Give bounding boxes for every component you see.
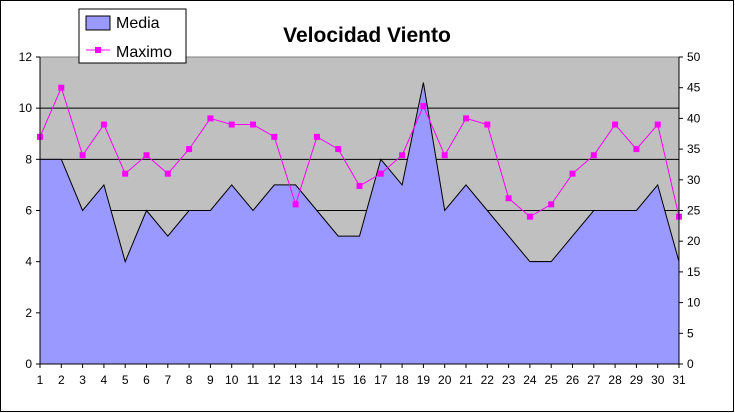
left-tick-label-8: 8 [25, 152, 32, 166]
maximo-marker-15 [335, 146, 342, 153]
right-tick-label-45: 45 [687, 81, 701, 95]
x-tick-label-19: 19 [417, 373, 431, 387]
maximo-marker-11 [250, 121, 256, 128]
right-tick-label-50: 50 [687, 50, 701, 64]
right-tick-label-10: 10 [687, 296, 701, 310]
x-tick-label-9: 9 [207, 373, 214, 387]
right-tick-label-5: 5 [687, 326, 694, 340]
left-tick-label-2: 2 [25, 306, 32, 320]
maximo-marker-7 [164, 170, 171, 177]
maximo-marker-10 [228, 121, 235, 128]
x-tick-label-4: 4 [101, 373, 108, 387]
x-tick-label-29: 29 [630, 373, 644, 387]
right-tick-label-35: 35 [687, 142, 701, 156]
axes [36, 56, 683, 368]
maximo-marker-17 [377, 170, 384, 177]
maximo-marker-8 [186, 146, 193, 153]
right-tick-label-0: 0 [687, 357, 694, 371]
x-tick-label-11: 11 [247, 373, 260, 387]
legend-label-maximo: Maximo [116, 44, 172, 61]
maximo-marker-16 [356, 182, 363, 189]
right-axis-tick-labels: 0 5 10 15 20 25 30 35 40 45 50 [687, 50, 701, 371]
x-tick-label-20: 20 [438, 373, 452, 387]
maximo-marker-30 [654, 121, 661, 128]
x-tick-label-8: 8 [186, 373, 193, 387]
x-tick-label-12: 12 [268, 373, 282, 387]
legend-marker-maximo [95, 47, 101, 53]
legend-swatch-media [85, 15, 111, 31]
maximo-marker-2 [58, 84, 65, 91]
left-tick-label-0: 0 [25, 357, 32, 371]
x-tick-label-15: 15 [332, 373, 346, 387]
maximo-marker-25 [548, 201, 555, 208]
x-tick-label-18: 18 [395, 373, 409, 387]
left-tick-label-10: 10 [19, 101, 33, 115]
x-tick-label-16: 16 [353, 373, 367, 387]
right-tick-label-15: 15 [687, 265, 701, 279]
right-tick-label-40: 40 [687, 111, 701, 125]
x-tick-label-26: 26 [566, 373, 580, 387]
chart-title: Velocidad Viento [283, 24, 451, 47]
maximo-marker-4 [100, 121, 107, 128]
left-tick-label-12: 12 [19, 50, 33, 64]
maximo-marker-9 [207, 115, 214, 122]
x-tick-label-22: 22 [481, 373, 495, 387]
maximo-marker-21 [463, 115, 469, 122]
x-tick-label-31: 31 [672, 373, 686, 387]
x-tick-label-17: 17 [374, 373, 388, 387]
maximo-markers [37, 84, 682, 220]
maximo-marker-24 [526, 213, 533, 220]
maximo-marker-18 [399, 152, 406, 159]
right-tick-label-20: 20 [687, 234, 701, 248]
x-tick-label-30: 30 [651, 373, 665, 387]
media-area [39, 82, 680, 365]
x-tick-label-27: 27 [587, 373, 601, 387]
x-tick-label-10: 10 [225, 373, 239, 387]
left-axis-tick-labels: 0 2 4 6 8 10 12 [19, 50, 33, 371]
maximo-marker-19 [420, 103, 427, 110]
left-tick-label-4: 4 [25, 255, 32, 269]
maximo-marker-28 [612, 121, 619, 128]
maximo-marker-13 [292, 201, 299, 208]
maximo-marker-29 [633, 146, 640, 153]
right-tick-label-30: 30 [687, 173, 701, 187]
maximo-marker-14 [313, 133, 320, 140]
maximo-marker-27 [590, 152, 597, 159]
maximo-marker-22 [484, 121, 491, 128]
legend: Media Maximo [78, 8, 187, 64]
x-tick-label-25: 25 [545, 373, 559, 387]
maximo-marker-3 [79, 152, 86, 159]
maximo-marker-5 [122, 170, 129, 177]
x-tick-label-2: 2 [58, 373, 65, 387]
x-tick-label-13: 13 [289, 373, 303, 387]
x-tick-label-14: 14 [310, 373, 324, 387]
left-tick-label-6: 6 [25, 204, 32, 218]
x-tick-label-6: 6 [143, 373, 150, 387]
maximo-marker-6 [143, 152, 150, 159]
maximo-marker-20 [441, 152, 448, 159]
x-tick-label-3: 3 [79, 373, 86, 387]
maximo-marker-26 [569, 170, 576, 177]
x-tick-label-24: 24 [523, 373, 537, 387]
x-axis-tick-labels: 1 2 3 4 5 6 7 8 9 10 11 12 13 14 15 16 17 18 19 20 21 22 23 24 2… [37, 373, 686, 387]
legend-label-media: Media [116, 15, 160, 32]
right-tick-label-25: 25 [687, 204, 701, 218]
x-tick-label-28: 28 [608, 373, 622, 387]
maximo-marker-12 [271, 133, 278, 140]
maximo-marker-23 [505, 195, 512, 202]
x-tick-label-21: 21 [459, 373, 473, 387]
x-tick-label-7: 7 [164, 373, 171, 387]
x-tick-label-5: 5 [122, 373, 129, 387]
x-tick-label-1: 1 [37, 373, 44, 387]
x-tick-label-23: 23 [502, 373, 516, 387]
